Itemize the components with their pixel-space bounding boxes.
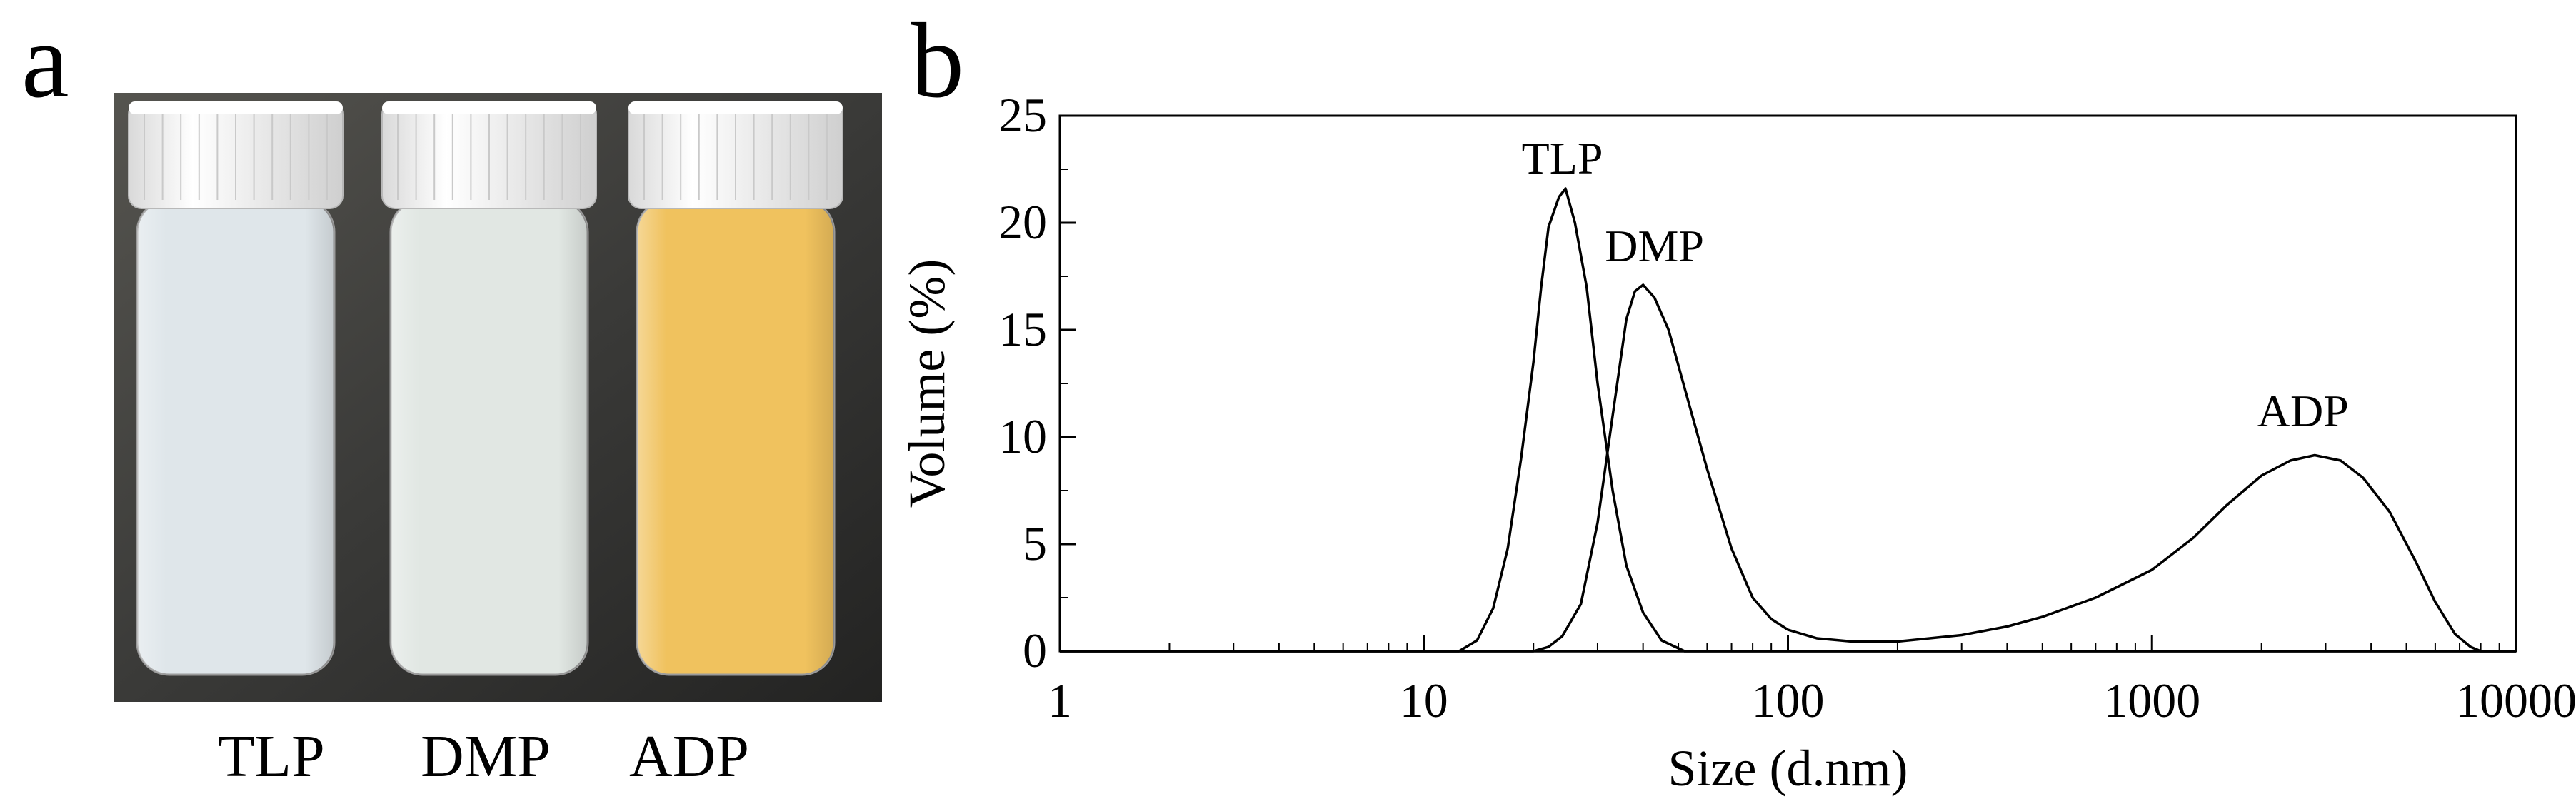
vial-cap-top-tlp [129, 101, 343, 114]
series-label-tlp: TLP [1522, 133, 1603, 184]
plot-frame [1058, 114, 2517, 653]
series-line-dmp [1060, 283, 2516, 653]
vial-glass-tlp [137, 200, 334, 675]
y-tick-label: 15 [998, 302, 1047, 356]
vial-adp [628, 101, 843, 676]
vial-cap-top-adp [628, 101, 843, 114]
y-tick-label: 10 [998, 409, 1047, 463]
y-tick-label: 20 [998, 195, 1047, 249]
vial-glass-adp [637, 200, 834, 675]
x-tick-label: 1 [1048, 673, 1072, 728]
series-label-adp: ADP [2257, 386, 2349, 436]
x-axis-ticks: 1 10 100 1000 10000 [1048, 635, 2576, 728]
y-tick-label: 5 [1023, 516, 1047, 571]
vial-cap-top-dmp [382, 101, 596, 114]
x-tick-label: 1000 [2103, 673, 2200, 728]
y-tick-label: 0 [1023, 623, 1047, 678]
series-label-dmp: DMP [1605, 221, 1704, 271]
series-lines [1060, 187, 2516, 653]
x-tick-label: 100 [1752, 673, 1825, 728]
vials-group [128, 101, 843, 676]
vial-dmp [381, 101, 597, 676]
series-line-tlp [1060, 187, 2516, 653]
photo-label-tlp: TLP [218, 723, 325, 790]
vial-tlp [128, 101, 344, 676]
x-axis-label: Size (d.nm) [1668, 740, 1908, 797]
photo-label-dmp: DMP [420, 723, 551, 790]
x-tick-label: 10000 [2455, 673, 2576, 728]
y-tick-label: 25 [998, 88, 1047, 142]
photo-label-adp: ADP [628, 723, 750, 790]
x-tick-label: 10 [1400, 673, 1448, 728]
panel-a-letter: a [21, 1, 69, 120]
panel-b-letter: b [911, 1, 964, 120]
y-axis-ticks: 0 5 10 15 20 25 [998, 88, 1076, 678]
vials-photo [114, 93, 882, 702]
y-axis-label: Volume (%) [907, 259, 956, 508]
vial-glass-dmp [391, 200, 588, 675]
